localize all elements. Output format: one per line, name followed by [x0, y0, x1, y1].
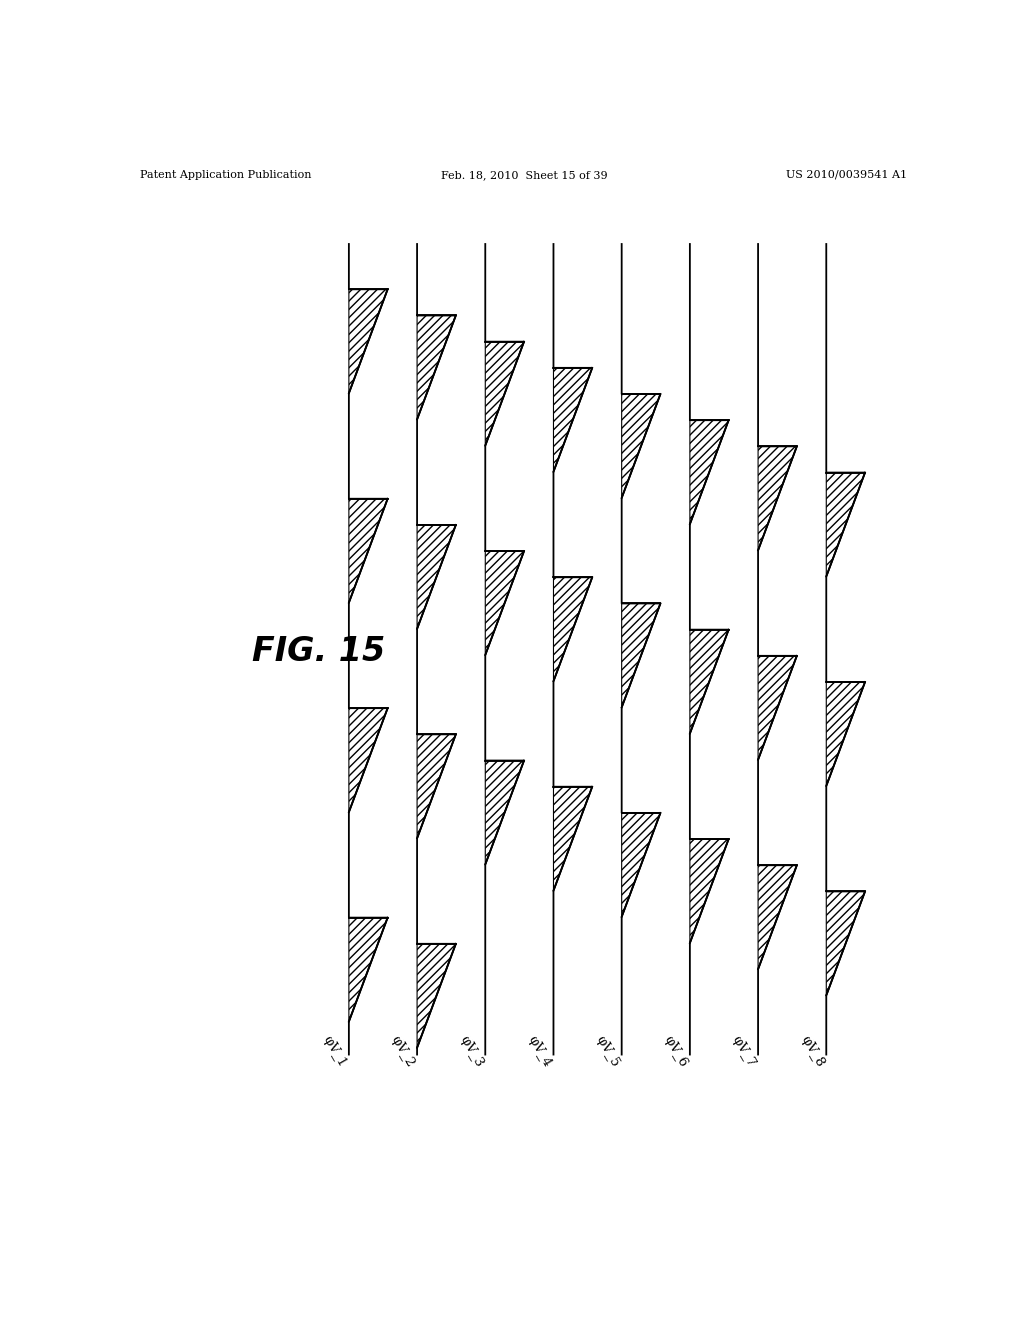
Text: φV_7: φV_7 — [730, 1034, 758, 1069]
Text: Patent Application Publication: Patent Application Publication — [139, 170, 311, 180]
Text: φV_3: φV_3 — [457, 1034, 485, 1069]
Text: φV_1: φV_1 — [321, 1034, 349, 1069]
Text: Feb. 18, 2010  Sheet 15 of 39: Feb. 18, 2010 Sheet 15 of 39 — [441, 170, 608, 180]
Text: φV_6: φV_6 — [662, 1034, 690, 1069]
Text: φV_4: φV_4 — [525, 1034, 554, 1069]
Text: φV_2: φV_2 — [389, 1034, 417, 1069]
Text: φV_5: φV_5 — [594, 1034, 622, 1069]
Text: US 2010/0039541 A1: US 2010/0039541 A1 — [785, 170, 907, 180]
Text: φV_8: φV_8 — [798, 1034, 826, 1069]
Text: FIG. 15: FIG. 15 — [252, 635, 385, 668]
